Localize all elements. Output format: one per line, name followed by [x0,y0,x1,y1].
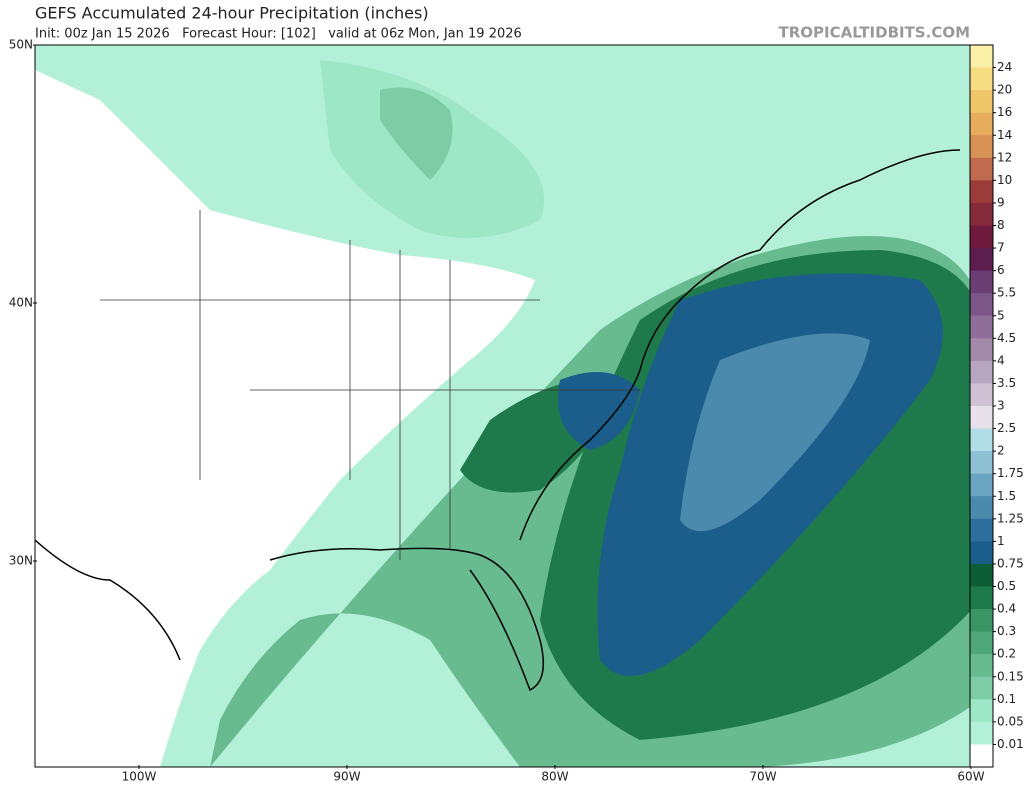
dry-land [35,70,535,767]
precip-area [380,87,453,180]
lon-label: 80W [541,770,568,784]
colorbar-label: 14 [997,128,1012,142]
colorbar-swatch [970,496,993,520]
colorbar-label: 0.5 [997,579,1016,593]
colorbar-label: 0.2 [997,647,1016,661]
lon-label: 60W [957,770,984,784]
colorbar-label: 12 [997,150,1012,164]
lon-label: 70W [749,770,776,784]
colorbar-label: 9 [997,195,1005,209]
colorbar-swatch [970,654,993,678]
colorbar-swatch [970,563,993,587]
colorbar-swatch [970,180,993,204]
colorbar-label: 0.75 [997,556,1024,570]
colorbar-swatch [970,45,993,69]
lat-label: 30N [9,554,33,568]
colorbar-label: 4.5 [997,331,1016,345]
precip-area [558,372,640,450]
coastline [35,149,961,692]
lon-label: 90W [333,770,360,784]
colorbar-label: 2.5 [997,421,1016,435]
colorbar-swatch [970,157,993,181]
colorbar-label: 0.05 [997,714,1024,728]
precip-area [680,333,870,532]
colorbar-label: 0.1 [997,692,1016,706]
colorbar-swatch [970,406,993,430]
colorbar-swatch [970,744,993,768]
lon-label: 100W [122,770,157,784]
colorbar-swatch [970,631,993,655]
colorbar-swatch [970,699,993,723]
title: GEFS Accumulated 24-hour Precipitation (… [35,4,429,23]
colorbar-swatch [970,676,993,700]
colorbar-label: 0.01 [997,737,1024,751]
colorbar-label: 6 [997,263,1005,277]
colorbar-label: 5 [997,308,1005,322]
site-name: TROPICALTIDBITS.COM [779,24,971,42]
colorbar-label: 3.5 [997,376,1016,390]
colorbar-label: 2 [997,444,1005,458]
colorbar-label: 1.5 [997,489,1016,503]
lat-label: 50N [9,38,33,52]
colorbar-swatch [970,202,993,226]
colorbar-label: 10 [997,173,1012,187]
colorbar-label: 1.25 [997,511,1024,525]
colorbar-swatch [970,112,993,136]
colorbar-label: 1.75 [997,466,1024,480]
colorbar-swatch [970,225,993,249]
colorbar-label: 8 [997,218,1005,232]
colorbar-swatch [970,518,993,542]
colorbar-swatch [970,451,993,475]
colorbar-label: 3 [997,399,1005,413]
colorbar-swatch [970,586,993,610]
colorbar-label: 0.3 [997,624,1016,638]
colorbar-swatch [970,67,993,91]
colorbar-swatch [970,383,993,407]
colorbar-swatch [970,609,993,633]
colorbar-swatch [970,248,993,272]
colorbar-label: 0.15 [997,669,1024,683]
colorbar-swatch [970,428,993,452]
map [34,44,971,768]
colorbar-swatch [970,541,993,565]
lat-label: 40N [9,296,33,310]
colorbar-label: 16 [997,105,1012,119]
colorbar-swatch [970,293,993,317]
colorbar-swatch [970,135,993,159]
colorbar-label: 24 [997,60,1012,74]
colorbar-label: 20 [997,83,1012,97]
colorbar-swatch [970,90,993,114]
colorbar-swatch [970,270,993,294]
colorbar-swatch [970,315,993,339]
colorbar-label: 0.4 [997,602,1016,616]
state-borders [100,210,640,560]
colorbar-swatch [970,721,993,745]
colorbar-label: 4 [997,353,1005,367]
colorbar-label: 5.5 [997,286,1016,300]
subtitle: Init: 00z Jan 15 2026 Forecast Hour: [10… [35,27,522,42]
colorbar-label: 7 [997,241,1005,255]
colorbar-label: 1 [997,534,1005,548]
colorbar-swatch [970,338,993,362]
colorbar-swatch [970,473,993,497]
colorbar-swatch [970,360,993,384]
